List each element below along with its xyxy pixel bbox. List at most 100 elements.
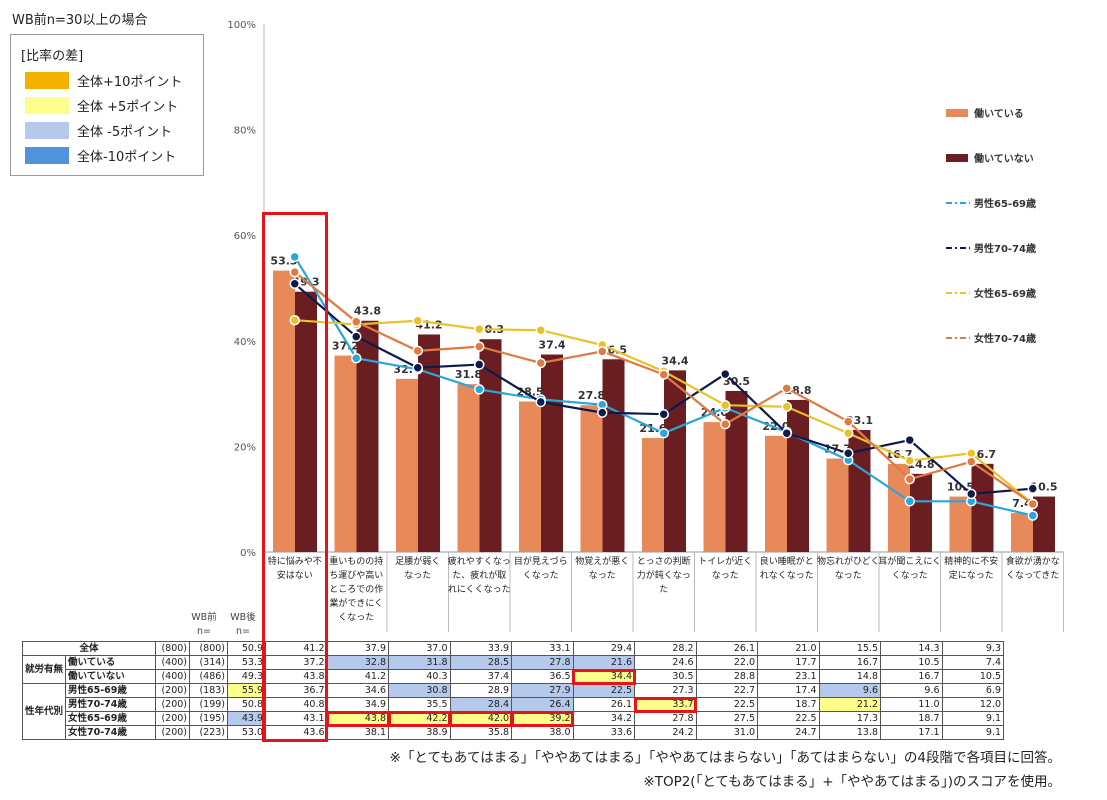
category-label: トイレが近くなった	[698, 555, 752, 581]
line-point	[658, 369, 669, 380]
score-cell: 41.2	[265, 641, 328, 656]
group-label: 就労有無	[21, 655, 67, 684]
category-label: 目が見えづらくなった	[514, 555, 568, 581]
bar	[765, 435, 787, 552]
bar	[642, 437, 664, 552]
score-cell: 24.6	[634, 655, 697, 670]
score-cell: 38.9	[388, 725, 451, 740]
wb-after-label: WB後	[230, 612, 256, 623]
swatch-minus10	[25, 146, 69, 164]
score-cell: 28.4	[449, 697, 513, 712]
table-row: 全体 (800) (800) 50.9 41.2 37.9 37.0 33.9 33.1 29.4…	[21, 641, 1005, 656]
score-cell: 28.8	[695, 669, 759, 684]
score-cell: 33.6	[572, 725, 636, 740]
score-cell: 27.9	[511, 683, 574, 698]
line-point	[904, 473, 915, 485]
score-table: 全体 (800) (800) 50.9 41.2 37.9 37.0 33.9 33.1 29.4…	[21, 641, 1005, 740]
line-point	[720, 399, 731, 411]
table-head-wb-before: WB前 n=	[185, 611, 223, 639]
score-cell: 53.0	[227, 725, 267, 740]
score-cell: 23.1	[757, 669, 820, 684]
legend-plus5: 全体 +5ポイント	[25, 96, 178, 115]
n-before: (400)	[155, 669, 191, 684]
n-after: (195)	[189, 711, 229, 726]
score-cell: 16.7	[818, 655, 882, 670]
line-point	[904, 455, 915, 466]
score-cell: 42.2	[387, 710, 452, 727]
score-cell: 21.6	[572, 655, 636, 670]
category-label: 疲れやすくなった、疲れが取れにくくなった	[448, 555, 511, 595]
line-point	[966, 488, 977, 500]
score-cell: 33.1	[511, 641, 574, 656]
line-point	[474, 359, 485, 370]
category-label: とっさの判断力が鈍くなった	[637, 555, 691, 595]
score-cell: 9.1	[941, 711, 1005, 726]
score-cell: 27.3	[634, 683, 697, 698]
bar-line-chart: 0% 20% 40% 60% 80% 100% 特に悩みや不安はない重いものの持ち運びや高い…	[227, 20, 1064, 632]
score-cell: 27.8	[511, 655, 574, 670]
score-cell: 24.7	[757, 725, 820, 740]
score-cell: 29.4	[572, 641, 636, 656]
score-cell: 18.7	[757, 697, 820, 712]
score-cell: 10.5	[941, 669, 1005, 684]
score-cell: 50.9	[227, 641, 267, 656]
category-label: 特に悩みや不安はない	[268, 555, 322, 581]
table-row: 女性70-74歳 (200) (223) 53.0 43.6 38.1 38.9 35.8 38…	[23, 725, 1005, 740]
legend-line-label: 男性65-69歳	[974, 197, 1036, 210]
score-cell: 28.2	[634, 641, 697, 656]
bar	[725, 390, 748, 552]
score-cell: 40.3	[388, 669, 451, 684]
line-point	[904, 496, 915, 507]
score-cell: 10.5	[880, 655, 943, 670]
score-cell: 34.9	[326, 697, 390, 712]
legend-minus5: 全体 -5ポイント	[25, 121, 173, 140]
category-label: 物忘れがひどくなった	[817, 555, 879, 581]
row-label: 働いていない	[65, 669, 157, 684]
score-cell: 21.0	[757, 641, 820, 656]
score-cell: 30.5	[634, 669, 697, 684]
group-label: 性年代別	[21, 683, 67, 740]
legend-bar-label: 働いている	[973, 107, 1024, 120]
row-label: 女性70-74歳	[65, 725, 157, 740]
score-cell: 43.8	[265, 669, 328, 684]
score-cell: 22.5	[757, 711, 820, 726]
bar-value-label: 28.5	[516, 386, 543, 399]
line-point	[412, 362, 423, 373]
line-point	[843, 427, 854, 439]
line-point	[351, 352, 362, 364]
row-label: 男性70-74歳	[65, 697, 157, 712]
row-label: 女性65-69歳	[65, 711, 157, 726]
bar	[457, 384, 480, 552]
n-after: (800)	[189, 641, 229, 656]
n-before: (200)	[155, 725, 191, 740]
score-cell: 50.8	[227, 697, 267, 712]
swatch-plus10	[25, 71, 69, 89]
line-point	[658, 408, 669, 420]
wb-before-n: n=	[197, 626, 211, 637]
table-row: 性年代別 男性65-69歳 (200) (183) 55.9 36.7 34.6 30.8 28…	[21, 683, 1005, 740]
score-cell: 28.5	[449, 655, 513, 670]
legend-bar-label: 働いていない	[973, 152, 1034, 165]
score-cell: 27.8	[634, 711, 697, 726]
category-label: 足腰が弱くなった	[395, 555, 440, 581]
line-point	[474, 341, 485, 352]
bar-value-label: 34.4	[661, 354, 688, 367]
y-tick-label: 60%	[234, 231, 256, 242]
score-cell: 36.7	[265, 683, 328, 698]
n-before: (800)	[155, 641, 191, 656]
line-point	[351, 331, 362, 342]
n-after: (314)	[189, 655, 229, 670]
category-label: 物覚えが悪くなった	[575, 555, 629, 581]
table-head-wb-after: WB後 n=	[224, 611, 262, 639]
bar	[519, 401, 541, 552]
score-cell: 14.3	[880, 641, 943, 656]
wb-after-n: n=	[236, 626, 250, 637]
line-point	[535, 324, 546, 336]
line-point	[597, 346, 608, 357]
y-tick-label: 100%	[227, 20, 256, 31]
legend-minus5-label: 全体 -5ポイント	[77, 124, 173, 140]
category-label: 良い睡眠がとれなくなった	[760, 555, 814, 581]
bar	[602, 359, 625, 552]
n-after: (223)	[189, 725, 229, 740]
y-tick-label: 20%	[234, 442, 256, 453]
